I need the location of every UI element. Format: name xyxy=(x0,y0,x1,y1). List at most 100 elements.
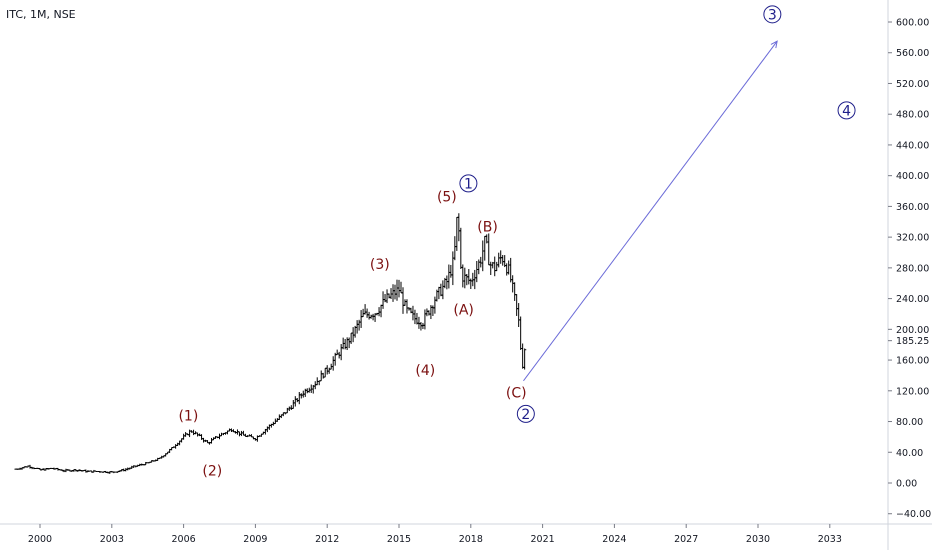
wave-label-major: 2 xyxy=(517,405,534,423)
ohlc-bar xyxy=(511,275,514,292)
price-tick-label: 560.00 xyxy=(896,48,929,59)
date-tick-label: 2018 xyxy=(459,534,483,545)
ohlc-bar xyxy=(266,426,269,432)
ohlc-bar xyxy=(210,438,213,444)
ohlc-bar xyxy=(356,320,359,333)
ohlc-bar xyxy=(218,434,221,440)
ohlc-bar xyxy=(363,304,366,314)
ohlc-bar xyxy=(298,392,301,404)
ohlc-bar xyxy=(461,264,464,287)
ohlc-bar xyxy=(449,265,452,278)
ohlc-bar xyxy=(447,265,450,289)
ohlc-bar xyxy=(391,284,394,302)
date-tick-label: 2006 xyxy=(172,534,196,545)
wave-label-minor: (1) xyxy=(178,408,198,424)
ohlc-bar xyxy=(505,263,508,275)
ohlc-bar xyxy=(455,217,458,251)
wave-label-minor: (5) xyxy=(437,189,457,205)
ohlc-bar xyxy=(240,431,243,436)
ohlc-bar xyxy=(182,434,185,440)
price-tick-label: 480.00 xyxy=(896,110,929,121)
ohlc-bar xyxy=(489,262,492,275)
ohlc-bar xyxy=(318,381,321,385)
price-tick-label: 80.00 xyxy=(896,417,923,428)
ohlc-bar xyxy=(369,315,372,319)
ohlc-bar xyxy=(433,297,436,314)
ohlc-bar xyxy=(495,262,498,271)
ohlc-bar xyxy=(419,322,422,330)
ohlc-bar xyxy=(320,370,323,380)
ohlc-bar xyxy=(176,443,179,446)
ohlc-bar xyxy=(431,305,434,316)
ohlc-bar xyxy=(326,365,329,374)
ohlc-bar xyxy=(417,317,420,329)
price-tick-label: 600.00 xyxy=(896,18,929,29)
ohlc-bar xyxy=(322,373,325,379)
price-tick-label: 0.00 xyxy=(896,479,917,490)
wave-label-minor: (4) xyxy=(415,363,435,379)
ohlc-bar xyxy=(202,438,205,443)
ohlc-bar xyxy=(288,407,291,411)
ohlc-bar xyxy=(427,310,430,315)
ohlc-bar xyxy=(517,303,520,327)
wave-label-major: 1 xyxy=(460,175,477,193)
ohlc-bar xyxy=(399,282,402,293)
price-axis[interactable]: 600.00560.00520.00480.00440.00400.00360.… xyxy=(888,18,931,521)
svg-text:3: 3 xyxy=(768,7,777,23)
ohlc-bar xyxy=(465,274,468,285)
ohlc-bar xyxy=(278,414,281,420)
ohlc-bar xyxy=(324,368,327,377)
price-tick-label: 280.00 xyxy=(896,263,929,274)
ohlc-bar xyxy=(230,428,233,432)
ohlc-bar xyxy=(437,287,440,299)
ohlc-bar xyxy=(479,257,482,268)
ohlc-bar xyxy=(411,306,414,321)
ohlc-bar xyxy=(306,388,309,393)
date-tick-label: 2000 xyxy=(28,534,52,545)
price-tick-label: 400.00 xyxy=(896,171,929,182)
ohlc-bar xyxy=(328,368,331,374)
date-tick-label: 2030 xyxy=(746,534,770,545)
ohlc-bar xyxy=(294,396,297,406)
ohlc-bar xyxy=(192,430,195,435)
ohlc-bar xyxy=(523,348,526,369)
date-tick-label: 2012 xyxy=(315,534,339,545)
ohlc-bar xyxy=(469,279,472,289)
ohlc-bar xyxy=(365,309,368,318)
price-tick-label: −40.00 xyxy=(896,509,931,520)
ohlc-bar xyxy=(421,323,424,329)
ohlc-bar xyxy=(174,444,177,449)
ohlc-bar xyxy=(463,268,466,289)
ohlc-bar xyxy=(423,309,426,329)
ohlc-bar xyxy=(439,284,442,297)
ohlc-bar xyxy=(521,344,524,369)
ohlc-bar xyxy=(360,310,363,328)
ohlc-bar xyxy=(445,276,448,290)
ohlc-bar xyxy=(397,280,400,297)
ohlc-bar xyxy=(473,270,476,289)
price-tick-label: 40.00 xyxy=(896,448,923,459)
svg-text:1: 1 xyxy=(464,176,473,192)
ohlc-bar xyxy=(362,309,365,317)
date-tick-label: 2009 xyxy=(243,534,267,545)
projection-line[interactable] xyxy=(523,41,777,381)
ohlc-bar xyxy=(350,333,353,344)
ohlc-bar xyxy=(184,432,187,437)
ohlc-bar xyxy=(332,356,335,370)
ohlc-bar xyxy=(381,291,384,309)
ohlc-bar xyxy=(290,405,293,410)
ohlc-bars xyxy=(14,213,526,474)
price-tick-label: 200.00 xyxy=(896,325,929,336)
wave-label-minor: (B) xyxy=(477,219,498,235)
ohlc-bar xyxy=(292,400,295,409)
ohlc-bar xyxy=(497,253,500,268)
price-tick-label: 520.00 xyxy=(896,79,929,90)
svg-text:2: 2 xyxy=(521,407,530,423)
ohlc-bar xyxy=(358,320,361,331)
ohlc-bar xyxy=(451,251,454,285)
ohlc-bar xyxy=(395,280,398,301)
